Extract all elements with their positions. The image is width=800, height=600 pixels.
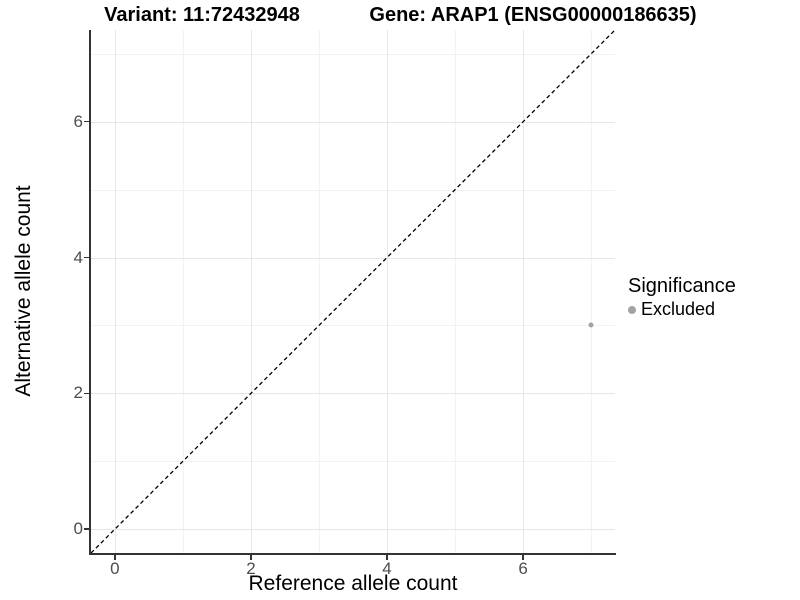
- gene-title: Gene: ARAP1 (ENSG00000186635): [369, 4, 697, 26]
- y-minor-gridline: [91, 189, 615, 191]
- y-minor-gridline: [91, 325, 615, 327]
- y-axis-title: Alternative allele count: [12, 185, 35, 397]
- x-tick-label: 6: [518, 559, 528, 578]
- y-tick-label: 4: [73, 247, 83, 267]
- x-tick-label: 0: [110, 559, 120, 578]
- y-major-gridline: [91, 393, 615, 395]
- legend-item-excluded: Excluded: [628, 299, 736, 320]
- legend-point-icon: [628, 305, 636, 314]
- x-minor-gridline: [182, 30, 184, 553]
- x-minor-gridline: [455, 30, 457, 553]
- y-minor-gridline: [91, 461, 615, 463]
- legend-title: Significance: [628, 275, 736, 297]
- y-tick-mark: [84, 120, 89, 123]
- variant-title: Variant: 11:72432948: [104, 4, 300, 26]
- x-minor-gridline: [318, 30, 320, 553]
- plot-panel: [90, 29, 616, 554]
- x-tick-label: 4: [382, 559, 392, 578]
- legend-item-label: Excluded: [641, 299, 716, 319]
- x-tick-label: 2: [246, 559, 256, 578]
- y-tick-label: 0: [73, 519, 83, 539]
- x-tick-mark: [114, 555, 116, 560]
- x-minor-gridline: [591, 30, 593, 553]
- x-axis-line: [89, 553, 616, 555]
- y-tick-mark: [84, 256, 89, 259]
- x-axis-title: Reference allele count: [248, 572, 458, 595]
- y-tick-label: 6: [73, 111, 83, 131]
- y-major-gridline: [91, 257, 615, 259]
- y-tick-mark: [84, 528, 89, 530]
- x-major-gridline: [114, 30, 116, 553]
- x-tick-mark: [386, 555, 388, 560]
- x-major-gridline: [523, 30, 525, 553]
- y-major-gridline: [91, 529, 615, 531]
- x-tick-mark: [250, 555, 252, 560]
- identity-line: [90, 29, 616, 554]
- y-tick-mark: [84, 392, 89, 395]
- data-point: [588, 322, 594, 328]
- x-tick-mark: [522, 555, 524, 560]
- y-major-gridline: [91, 121, 615, 123]
- x-major-gridline: [387, 30, 389, 553]
- x-major-gridline: [250, 30, 252, 553]
- y-axis-line: [89, 30, 91, 555]
- y-minor-gridline: [91, 53, 615, 55]
- legend: Significance Excluded: [628, 275, 736, 320]
- y-tick-label: 2: [73, 383, 83, 403]
